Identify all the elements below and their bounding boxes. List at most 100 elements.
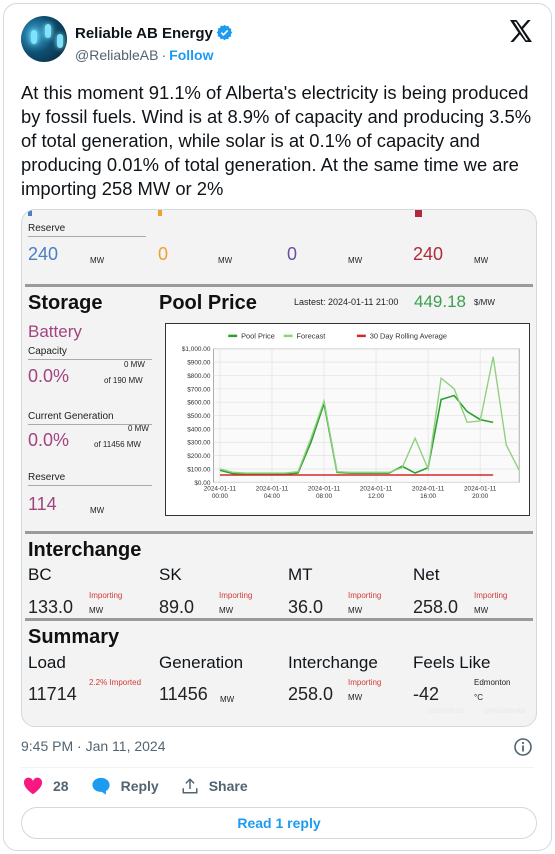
reserve-unit: MW (218, 256, 233, 265)
x-tick-time: 08:00 (316, 493, 332, 500)
x-tick-time: 04:00 (264, 493, 280, 500)
dashboard-image[interactable]: Reserve 240 MW 0 MW 0 MW 240 MW Storage … (21, 209, 537, 727)
legend-label: Pool Price (241, 331, 275, 340)
pool-price-value: 449.18 (414, 292, 466, 311)
share-button[interactable]: Share (181, 777, 248, 795)
verified-badge-icon (216, 24, 233, 41)
x-tick-date: 2024-01-11 (256, 485, 289, 492)
author-avatar[interactable] (21, 16, 67, 62)
share-label: Share (208, 778, 248, 794)
x-tick-time: 12:00 (368, 493, 384, 500)
storage-reserve-label: Reserve (28, 472, 66, 483)
section-separator (25, 284, 533, 287)
section-separator (25, 531, 533, 534)
reserve-value: 0 (158, 244, 169, 264)
y-tick-label: $300.00 (187, 440, 211, 447)
reserve-marker (158, 210, 162, 216)
interchange-mt-label: MT (288, 565, 313, 584)
y-tick-label: $200.00 (187, 453, 211, 460)
summary-load-note: 2.2% Imported (89, 678, 142, 687)
reserve-value: 0 (287, 244, 298, 264)
follow-button[interactable]: Follow (169, 47, 214, 63)
summary-interchange-label: Interchange (288, 653, 378, 672)
interchange-bc-value: 133.0 (28, 597, 74, 617)
pool-price-unit: $/MW (474, 298, 495, 307)
read-replies-button[interactable]: Read 1 reply (21, 807, 537, 839)
reserve-value: 240 (28, 244, 59, 264)
share-icon (182, 778, 198, 794)
section-separator (25, 618, 533, 621)
tweet-text: At this moment 91.1% of Alberta's electr… (21, 82, 532, 199)
interchange-bc-status: Importing (89, 591, 123, 600)
tweet-card: Reliable AB Energy @ReliableAB · Follow At… (3, 3, 552, 851)
info-icon[interactable] (513, 737, 533, 757)
separator-dot: · (161, 47, 167, 63)
capacity-of: of 190 MW (104, 376, 143, 385)
legend-label: Forecast (297, 331, 326, 340)
author-handle[interactable]: @ReliableAB (75, 47, 159, 63)
interchange-mt-status: Importing (348, 591, 382, 600)
heart-icon (23, 777, 43, 795)
divider (28, 485, 152, 486)
author-name[interactable]: Reliable AB Energy (75, 25, 213, 42)
summary-feels-label: Feels Like (413, 653, 491, 672)
reserve-marker (28, 210, 32, 216)
reply-bubble-icon (91, 777, 110, 795)
reply-button[interactable]: Reply (91, 777, 159, 795)
summary-feels-city: Edmonton (474, 678, 511, 687)
x-tick-date: 2024-01-11 (464, 485, 497, 492)
interchange-net-unit: MW (474, 606, 489, 615)
current-gen-of: of 11456 MW (94, 440, 141, 449)
summary-gen-value: 11456 (159, 684, 208, 704)
reserve-marker (415, 210, 422, 217)
summary-feels-value: -42 (413, 684, 440, 704)
current-gen-label: Current Generation (28, 411, 114, 422)
capacity-label: Capacity (28, 346, 67, 357)
capacity-value: 0.0% (28, 366, 70, 386)
tweet-timestamp[interactable]: 9:45 PM · Jan 11, 2024 (21, 738, 166, 754)
interchange-sk-label: SK (159, 565, 182, 584)
x-tick-date: 2024-01-11 (412, 485, 445, 492)
interchange-bc-label: BC (28, 565, 52, 584)
pool-price-title: Pool Price (159, 292, 257, 314)
y-tick-label: $700.00 (187, 386, 211, 393)
interchange-sk-value: 89.0 (159, 597, 195, 617)
pool-price-chart: $0.00 $100.00 $200.00 $300.00 $400.00 $500.00… (165, 323, 530, 516)
watermark-date: 2023-09-02 (428, 708, 464, 715)
summary-interchange-value: 258.0 (288, 684, 334, 704)
y-tick-label: $800.00 (187, 373, 211, 380)
divider (21, 767, 534, 768)
summary-interchange-status: Importing (348, 678, 382, 687)
y-tick-label: $100.00 (187, 466, 211, 473)
y-tick-label: $500.00 (187, 413, 211, 420)
summary-gen-label: Generation (159, 653, 244, 672)
x-tick-date: 2024-01-11 (360, 485, 393, 492)
interchange-sk-status: Importing (219, 591, 253, 600)
summary-title: Summary (28, 626, 120, 648)
summary-load-value: 11714 (28, 684, 77, 704)
summary-gen-unit: MW (220, 695, 235, 704)
storage-reserve-unit: MW (90, 506, 105, 515)
reserve-value: 240 (413, 244, 444, 264)
divider (28, 424, 152, 425)
x-tick-time: 16:00 (420, 493, 436, 500)
reserve-unit: MW (90, 256, 105, 265)
interchange-net-status: Importing (474, 591, 508, 600)
interchange-net-value: 258.0 (413, 597, 459, 617)
action-bar: 28 Reply Share (23, 777, 270, 795)
summary-interchange-unit: MW (348, 693, 363, 702)
x-logo-icon[interactable] (509, 20, 533, 42)
divider (28, 359, 152, 360)
current-gen-mw: 0 MW (128, 424, 149, 433)
x-tick-time: 00:00 (212, 493, 228, 500)
like-button[interactable]: 28 (23, 777, 69, 795)
interchange-net-label: Net (413, 565, 440, 584)
storage-title: Storage (28, 292, 103, 314)
watermark-handle: @ReliableAB (484, 708, 526, 715)
interchange-sk-unit: MW (219, 606, 234, 615)
battery-label: Battery (28, 322, 82, 341)
x-tick-date: 2024-01-11 (308, 485, 341, 492)
legend-label: 30 Day Rolling Average (370, 331, 447, 340)
like-count: 28 (53, 778, 69, 794)
interchange-mt-unit: MW (348, 606, 363, 615)
